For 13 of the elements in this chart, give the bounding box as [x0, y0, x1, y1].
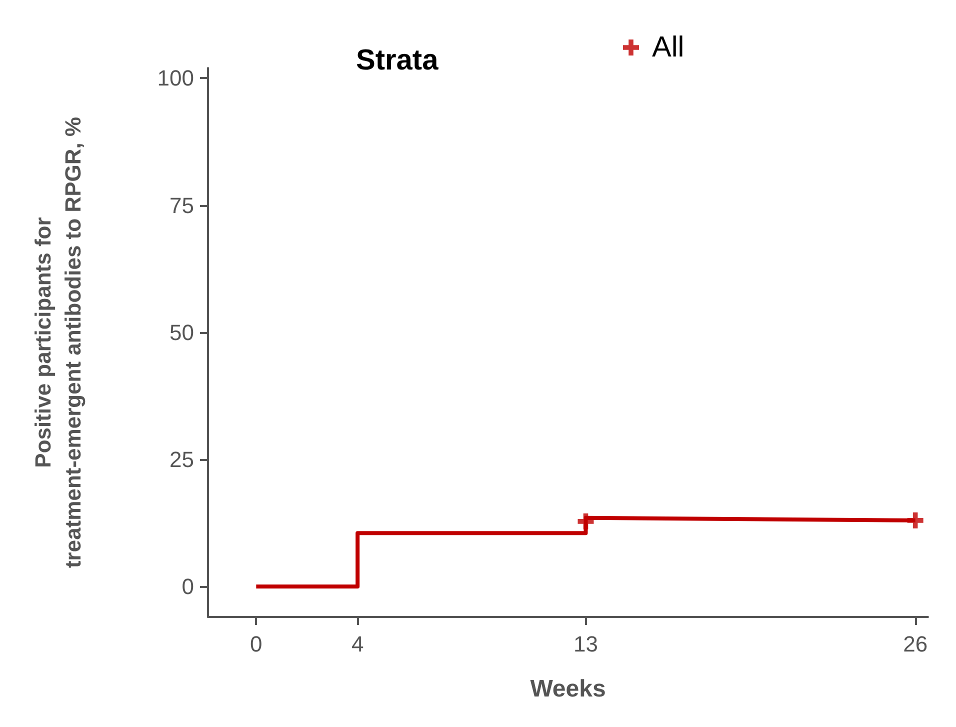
x-tick-label: 4: [351, 632, 364, 656]
x-tick-label: 0: [250, 632, 262, 656]
y-tick-label: 100: [157, 66, 194, 91]
x-axis-title: Weeks: [530, 676, 606, 702]
y-tick-label: 50: [170, 320, 194, 345]
y-tick-label: 25: [170, 446, 194, 472]
legend-title: Strata: [356, 44, 440, 76]
legend-label: All: [652, 32, 684, 64]
y-axis-title: Positive participants for treatment-emergent antibodies to RPGR, %: [30, 116, 86, 568]
x-tick-label: 13: [574, 632, 598, 656]
y-tick-label: 0: [182, 574, 194, 599]
x-tick-label: 26: [903, 632, 928, 656]
y-tick-label: 75: [170, 192, 194, 218]
